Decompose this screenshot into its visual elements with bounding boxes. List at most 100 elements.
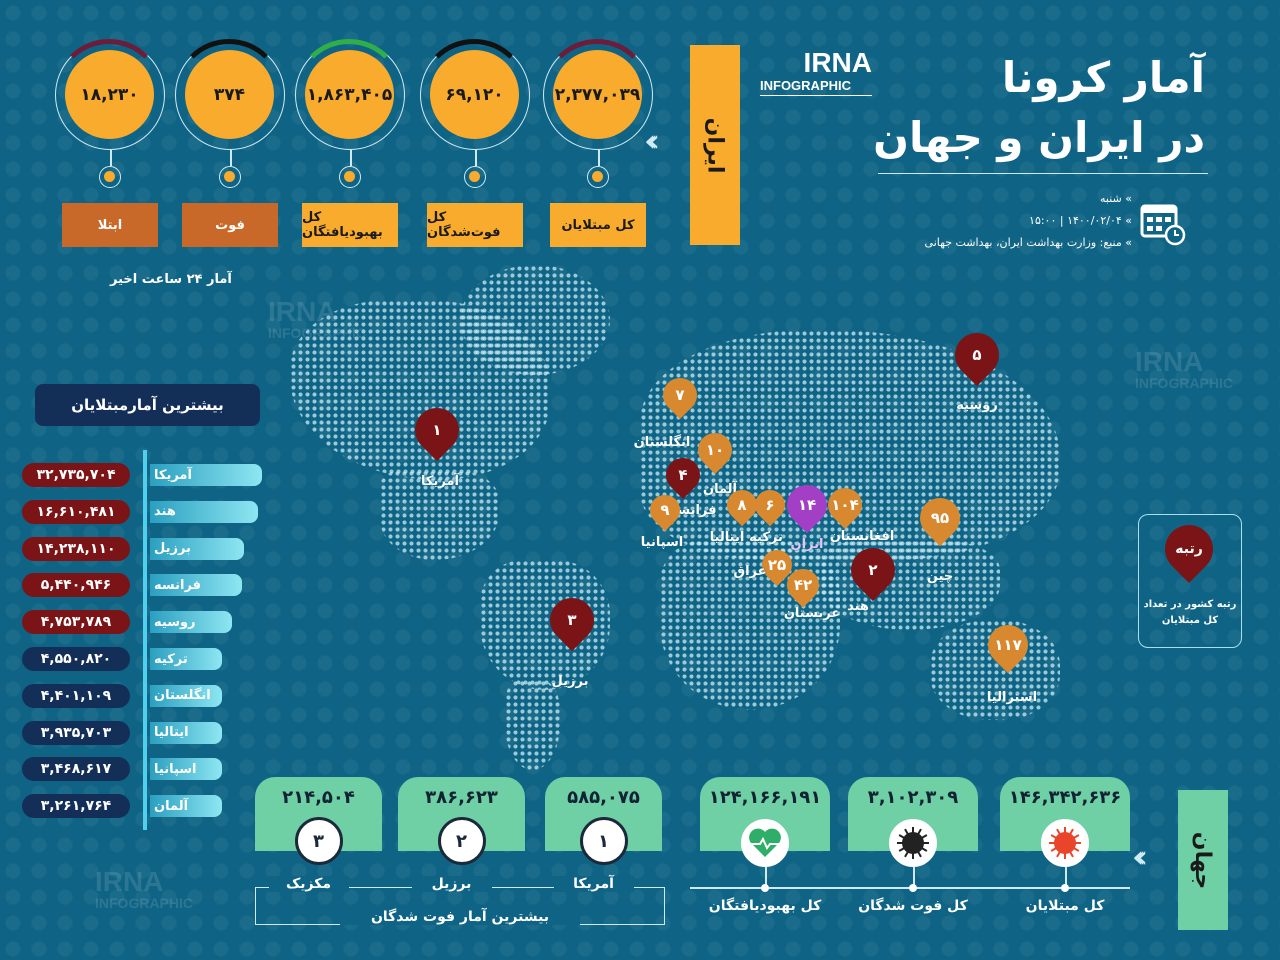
country-name: آلمان (150, 795, 222, 818)
map-pin[interactable]: ۷ (655, 370, 705, 420)
pin-country-label: آمریکا (421, 474, 459, 489)
rank-legend: رتبه رتبه کشور در تعداد کل مبتلایان (1138, 514, 1242, 648)
map-pin[interactable]: ۲ (841, 538, 905, 602)
death-country-label: مکزیک (268, 876, 349, 892)
connector-dot (761, 884, 769, 892)
day-label: شنبه (1100, 192, 1122, 205)
case-count: ۳,۲۶۱,۷۶۴ (22, 794, 130, 819)
iran-stat-circle: ۲,۳۷۷,۰۳۹ (542, 39, 653, 150)
pin-rank: ۷ (675, 386, 685, 404)
case-count: ۱۶,۶۱۰,۴۸۱ (22, 499, 130, 524)
death-rank-badge: ۳ (294, 817, 343, 865)
connector (475, 150, 477, 166)
case-count: ۳,۴۶۸,۶۱۷ (22, 757, 130, 782)
pin-country-label: عربستان (783, 606, 841, 621)
pin-country-label: انگلستان (633, 435, 691, 450)
iran-stat-label: ابتلا (62, 203, 158, 247)
map-pin[interactable]: ۴ (658, 450, 708, 500)
iran-stat-value: ۱۸,۲۳۰ (65, 50, 154, 139)
connector-dot (339, 166, 361, 188)
map-pin[interactable]: ۱ (405, 398, 469, 462)
heart-pulse-icon (741, 819, 789, 867)
connector-dot (1061, 884, 1069, 892)
page-title: آمار کرونا در ایران و جهان (873, 53, 1205, 162)
iran-stat-value: ۱,۸۶۳,۴۰۵ (305, 50, 394, 139)
date-source-info: » شنبه » ۱۴۰۰/۰۲/۰۴ | ۱۵:۰۰ » منبع: وزار… (924, 192, 1132, 249)
iran-stat-circle: ۱,۸۶۳,۴۰۵ (294, 39, 405, 150)
death-country-label: برزیل (411, 876, 492, 892)
pin-rank: ۵ (972, 346, 982, 364)
virus-red-icon (1041, 819, 1089, 867)
map-pin[interactable]: ۵ (945, 323, 1009, 387)
country-name: روسیه (150, 611, 232, 634)
irna-logo: IRNA INFOGRAPHIC (760, 48, 872, 96)
connector-dot (219, 166, 241, 188)
connector (765, 867, 767, 887)
case-count: ۱۴,۲۳۸,۱۱۰ (22, 536, 130, 561)
pin-country-label: ایتالیا (709, 530, 745, 545)
world-section-tab: جهان (1178, 790, 1228, 930)
datetime-label: ۱۴۰۰/۰۲/۰۴ | ۱۵:۰۰ (1029, 214, 1122, 227)
pin-rank: ۱۰۴ (831, 496, 859, 514)
pin-country-label: روسیه (956, 398, 998, 413)
iran-stat-value: ۲,۳۷۷,۰۳۹ (553, 50, 642, 139)
calendar-clock-icon (1140, 200, 1186, 246)
map-pin[interactable]: ۶ (748, 483, 792, 527)
connector (598, 150, 600, 166)
pin-country-label: برزیل (551, 674, 589, 689)
death-country-label: آمریکا (553, 876, 634, 892)
top-deaths-title: بیشترین آمار فوت شدگان (340, 909, 580, 925)
pin-country-label: هند (847, 599, 869, 614)
case-count: ۴,۵۵۰,۸۲۰ (22, 647, 130, 671)
country-name: ایتالیا (150, 721, 222, 744)
pin-country-label: ترکیه (749, 530, 783, 545)
pin-rank: ۱۰ (705, 441, 725, 459)
case-count: ۴,۴۰۱,۱۰۹ (22, 683, 130, 708)
iran-stat-label: کل مبتلایان (550, 203, 646, 247)
connector (110, 150, 112, 166)
country-name: فرانسه (150, 574, 242, 597)
iran-stat-circle: ۶۹,۱۲۰ (419, 39, 530, 150)
map-pin[interactable]: ۱۱۷ (979, 616, 1037, 674)
map-pin[interactable]: ۹ (643, 488, 687, 532)
pin-country-label: اسپانیا (640, 535, 684, 550)
connector-dot (464, 166, 486, 188)
map-pin[interactable]: ۴۲ (780, 562, 826, 608)
country-name: ترکیه (150, 648, 222, 670)
source-label: منبع: وزارت بهداشت ایران، بهداشت جهانی (924, 236, 1122, 249)
connector (1065, 867, 1067, 887)
pin-country-label: چین (926, 569, 954, 584)
pin-country-label: ایران (790, 537, 824, 552)
top-cases-title: بیشترین آمارمبتلایان (35, 384, 260, 426)
iran-stat-label: کل فوت‌شدگان (427, 203, 523, 247)
country-name: انگلستان (150, 684, 222, 707)
case-count: ۳۲,۷۳۵,۷۰۴ (22, 463, 130, 487)
pin-rank: ۳ (567, 611, 577, 629)
country-name: آمریکا (150, 464, 262, 486)
death-rank-badge: ۲ (437, 817, 486, 865)
connector-dot (587, 166, 609, 188)
death-rank-badge: ۱ (579, 817, 628, 865)
iran-stat-value: ۶۹,۱۲۰ (430, 50, 519, 139)
pin-rank: ۴ (678, 466, 688, 484)
map-pin[interactable]: ۱۰۴ (820, 480, 870, 530)
country-name: برزیل (150, 537, 244, 560)
connector (913, 867, 915, 887)
pin-rank: ۹۵ (930, 509, 950, 527)
world-stat-label: کل بهبودیافتگان (708, 898, 822, 914)
pin-rank: ۱۴ (797, 496, 817, 514)
pin-rank: ۹ (660, 501, 670, 519)
map-pin[interactable]: ۳ (540, 588, 604, 652)
map-pin[interactable]: ۹۵ (911, 489, 969, 547)
pin-rank: ۴۲ (793, 576, 813, 594)
pin-rank: ۸ (737, 496, 747, 514)
pin-country-label: استرالیا (986, 690, 1038, 705)
case-count: ۵,۴۴۰,۹۴۶ (22, 573, 130, 598)
connector-dot (909, 884, 917, 892)
pin-rank: ۶ (765, 496, 775, 514)
last-24h-label: آمار ۲۴ ساعت اخیر (110, 272, 232, 287)
iran-stat-value: ۳۷۴ (185, 50, 274, 139)
world-stat-label: کل فوت شدگان (858, 898, 968, 914)
country-name: هند (150, 500, 258, 523)
